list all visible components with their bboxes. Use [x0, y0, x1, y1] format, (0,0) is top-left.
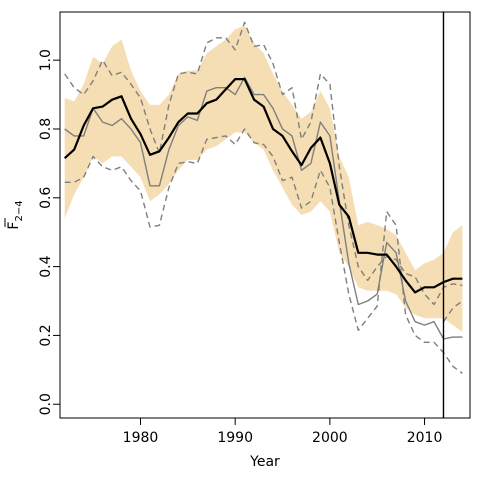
series-line-0: [63, 78, 463, 294]
plot-frame: [59, 11, 471, 419]
x-tick-label: 1980: [123, 430, 159, 446]
x-axis-label: Year: [249, 454, 280, 470]
y-tick-label: 0.4: [38, 255, 54, 277]
y-tick-label: 0.2: [38, 324, 54, 346]
y-tick-label: 1.0: [38, 49, 54, 71]
series-line-3: [64, 128, 463, 374]
series-line-2: [64, 21, 463, 306]
x-tick-label: 1990: [217, 430, 253, 446]
series-layer: [63, 21, 463, 374]
series-line-4: [442, 300, 463, 323]
y-axis-label-group: F2−4: [4, 200, 25, 230]
y-tick-label: 0.6: [38, 187, 54, 209]
x-tick-label: 2010: [407, 430, 443, 446]
y-tick-label: 0.0: [38, 393, 54, 415]
x-tick-label: 2000: [312, 430, 348, 446]
y-axis-label-text: F2−4: [6, 200, 25, 229]
y-axis-label-subscript: 2−4: [14, 200, 25, 221]
y-axis: 0.0 0.2 0.4 0.6 0.8 1.0: [38, 49, 60, 415]
y-axis-label: F: [6, 222, 22, 230]
series-line-1: [64, 76, 463, 340]
y-tick-label: 0.8: [38, 118, 54, 140]
uncertainty-band: [64, 25, 463, 333]
uncertainty-band-layer: [64, 25, 463, 333]
x-axis: 1980 1990 2000 2010: [123, 418, 443, 446]
